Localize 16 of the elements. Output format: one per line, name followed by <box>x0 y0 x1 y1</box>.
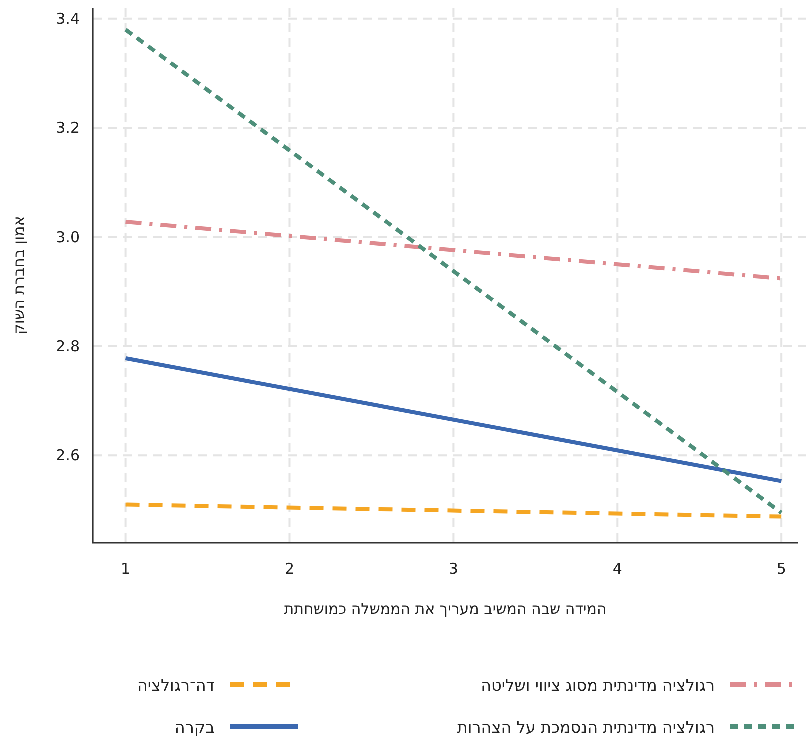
y-tick-label: 3.2 <box>56 119 80 138</box>
y-tick-label: 2.8 <box>56 337 80 356</box>
x-tick-label: 1 <box>121 560 131 578</box>
y-tick-label: 3.0 <box>56 228 80 246</box>
x-axis-title: המידה שבה המשיב מעריך את הממשלה כמושחתת <box>284 600 607 618</box>
legend-label: רגולציה מדינתית הנסמכת על הצהרות <box>457 718 715 737</box>
y-tick-label: 3.4 <box>56 10 80 28</box>
x-tick-label: 4 <box>612 560 622 578</box>
y-axis-title: אמון בחברת השוק <box>10 216 28 335</box>
legend-label: דה־רגולציה <box>137 676 216 695</box>
legend-label: בקרה <box>174 718 215 737</box>
legend-label: רגולציה מדינתית מסוג ציווי ושליטה <box>481 676 715 695</box>
x-tick-label: 5 <box>776 560 786 578</box>
y-tick-label: 2.6 <box>56 446 80 465</box>
x-tick-label: 3 <box>448 560 458 578</box>
x-tick-label: 2 <box>284 560 295 578</box>
